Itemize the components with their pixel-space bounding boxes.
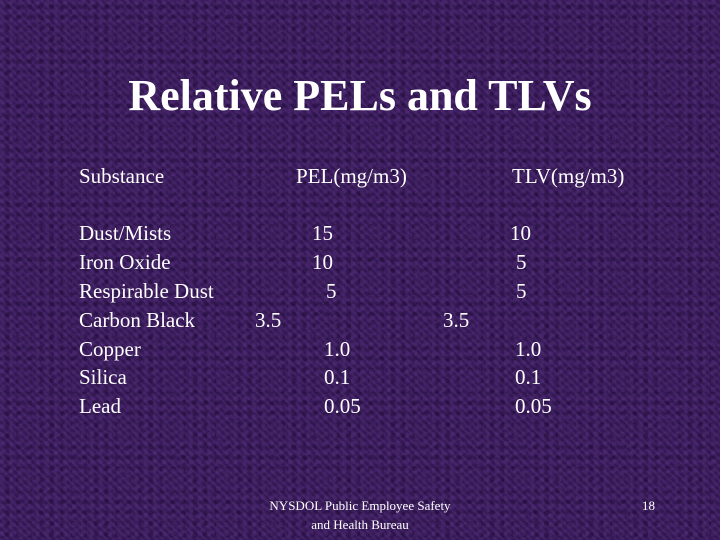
footer-text: NYSDOL Public Employee Safety and Health… [240,496,480,534]
header-substance: Substance [79,164,165,188]
cell-substance: Carbon Black [79,308,196,332]
cell-pel: 0.1 [324,365,351,389]
cell-pel: 3.5 [255,308,282,332]
footer-line-1: NYSDOL Public Employee Safety [269,498,451,513]
cell-pel: 10 [312,250,333,274]
page-number: 18 [642,498,655,513]
footer-line-2: and Health Bureau [311,517,409,532]
cell-pel: 1.0 [324,337,351,361]
cell-tlv: 3.5 [443,308,470,332]
cell-substance: Lead [79,394,121,418]
cell-tlv: 1.0 [515,337,542,361]
cell-substance: Dust/Mists [79,221,172,245]
cell-pel: 15 [312,221,333,245]
cell-tlv: 0.1 [515,365,542,389]
cell-tlv: 10 [510,221,531,245]
cell-pel: 5 [326,279,337,303]
slide-title: Relative PELs and TLVs [128,71,592,120]
cell-tlv: 5 [516,279,527,303]
cell-substance: Iron Oxide [79,250,171,274]
cell-tlv: 5 [516,250,527,274]
cell-substance: Respirable Dust [79,279,214,303]
header-pel: PEL(mg/m3) [296,164,407,188]
cell-tlv: 0.05 [515,394,552,418]
header-tlv: TLV(mg/m3) [512,164,625,188]
cell-substance: Copper [79,337,141,361]
cell-pel: 0.05 [324,394,361,418]
cell-substance: Silica [79,365,127,389]
